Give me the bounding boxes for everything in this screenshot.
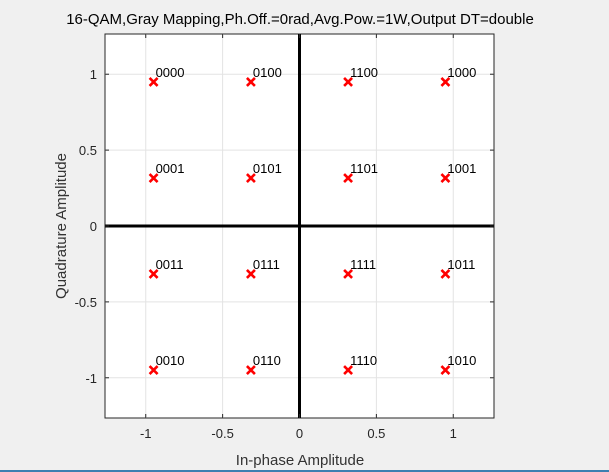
y-tick-label: -1 xyxy=(85,371,97,386)
constellation-point: 1101 xyxy=(343,161,378,183)
x-tick-label: -0.5 xyxy=(211,426,233,441)
symbol-label: 1010 xyxy=(447,353,476,368)
x-marker xyxy=(343,365,354,375)
symbol-label: 0101 xyxy=(253,161,282,176)
x-marker xyxy=(245,173,256,183)
zero-axes xyxy=(105,34,494,418)
x-marker xyxy=(148,173,159,183)
x-marker xyxy=(440,77,451,87)
x-marker xyxy=(440,269,451,279)
symbol-label: 1001 xyxy=(447,161,476,176)
constellation-point: 0011 xyxy=(148,257,184,279)
constellation-point: 0010 xyxy=(148,353,185,375)
axis-ticks: -1 -0.5 0 0.5 1 -1 -0.5 0 0.5 1 xyxy=(75,34,494,441)
y-tick-label: -0.5 xyxy=(75,295,97,310)
x-marker xyxy=(343,269,354,279)
constellation-point: 1001 xyxy=(440,161,476,183)
x-marker xyxy=(343,77,354,87)
x-marker xyxy=(343,173,354,183)
y-tick-label: 0.5 xyxy=(79,143,97,158)
constellation-point: 0110 xyxy=(245,353,281,375)
symbol-label: 0100 xyxy=(253,65,282,80)
constellation-point: 1011 xyxy=(440,257,475,279)
y-tick-label: 0 xyxy=(90,219,97,234)
symbol-label: 0000 xyxy=(156,65,185,80)
symbol-label: 0001 xyxy=(156,161,185,176)
x-tick-label: 1 xyxy=(450,426,457,441)
x-marker xyxy=(440,173,451,183)
symbol-label: 1100 xyxy=(350,65,378,80)
x-tick-label: -1 xyxy=(140,426,152,441)
x-axis-label: In-phase Amplitude xyxy=(236,452,364,469)
constellation-point: 1100 xyxy=(343,65,378,87)
constellation-point: 0111 xyxy=(245,257,280,279)
symbol-label: 1011 xyxy=(447,257,475,272)
constellation-point: 0100 xyxy=(245,65,282,87)
x-marker xyxy=(148,365,159,375)
window-bottom-border xyxy=(0,470,609,472)
symbol-label: 1101 xyxy=(350,161,378,176)
constellation-point: 1000 xyxy=(440,65,476,87)
symbol-label: 0011 xyxy=(156,257,184,272)
x-tick-label: 0.5 xyxy=(367,426,385,441)
symbol-label: 1000 xyxy=(447,65,476,80)
x-marker xyxy=(148,269,159,279)
symbol-label: 1110 xyxy=(350,353,377,368)
constellation-point: 0000 xyxy=(148,65,185,87)
x-marker xyxy=(440,365,451,375)
constellation-point: 1110 xyxy=(343,353,377,375)
constellation-point: 0001 xyxy=(148,161,185,183)
symbol-label: 0010 xyxy=(156,353,185,368)
x-marker xyxy=(245,77,256,87)
symbol-label: 0110 xyxy=(253,353,281,368)
x-marker xyxy=(245,365,256,375)
constellation-point: 1010 xyxy=(440,353,476,375)
y-axis-label: Quadrature Amplitude xyxy=(53,153,70,299)
constellation-points: 0000 0100 1100 1000 0001 0101 1101 1001 0011 0111… xyxy=(148,65,476,375)
x-tick-label: 0 xyxy=(296,426,303,441)
constellation-point: 1111 xyxy=(343,257,376,279)
symbol-label: 0111 xyxy=(253,257,280,272)
x-marker xyxy=(245,269,256,279)
chart-title: 16-QAM,Gray Mapping,Ph.Off.=0rad,Avg.Pow… xyxy=(66,11,534,28)
constellation-point: 0101 xyxy=(245,161,282,183)
y-tick-label: 1 xyxy=(90,67,97,82)
x-marker xyxy=(148,77,159,87)
symbol-label: 1111 xyxy=(350,257,376,272)
